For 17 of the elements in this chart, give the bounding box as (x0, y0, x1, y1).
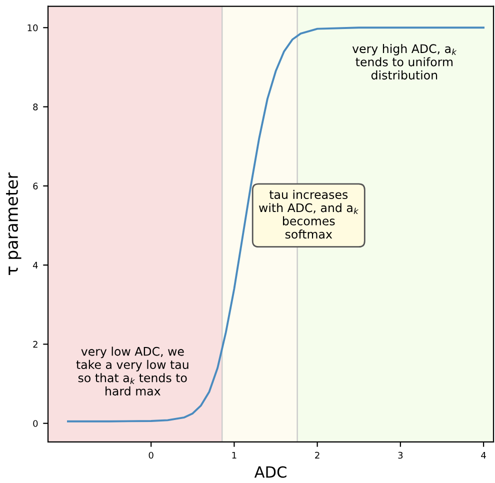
text: tau increases with ADC, and a$_{k}$ becomes softmax (259, 190, 359, 239)
y-axis-title: τ parameter (6, 172, 22, 275)
annotation: very low ADC, we take a very low tau so that a$_{k}$ tends to hard max (76, 346, 188, 396)
x-tick-label: 2 (315, 452, 320, 459)
line-series (66, 26, 485, 422)
x-tick-label: 3 (398, 452, 403, 459)
x-tick-label: 0 (148, 452, 154, 459)
x-tick-label: 4 (481, 452, 486, 459)
y-tick-label: 4 (32, 262, 38, 268)
y-tick-label: 0 (33, 420, 38, 427)
annotation: very high ADC, a$_{k}$ tends to uniform distribution (352, 44, 457, 80)
y-tick-label: 10 (28, 24, 38, 32)
y-tick-label: 2 (33, 340, 38, 348)
y-tick-label: 6 (33, 182, 38, 190)
y-tick-label: 8 (33, 104, 38, 110)
x-axis-title: ADC (254, 466, 286, 478)
x-tick-label: 1 (232, 452, 236, 459)
